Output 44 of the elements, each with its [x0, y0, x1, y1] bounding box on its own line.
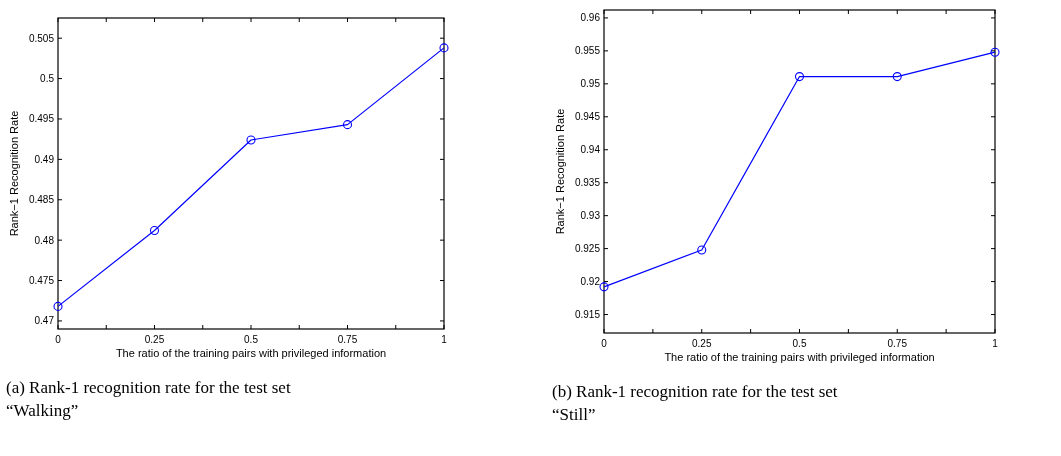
point	[794, 72, 805, 82]
y-tick-label: 0.94	[580, 144, 601, 156]
point	[990, 47, 1000, 57]
y-tick-label: 0.96	[580, 12, 601, 24]
x-tick-label: 0.75	[887, 338, 908, 349]
y-tick-label: 0.95	[580, 78, 601, 90]
y-axis-title: Rank−1 Recognition Rate	[554, 108, 566, 235]
x-tick-label: 0.25	[144, 334, 165, 345]
y-tick-label: 0.945	[574, 111, 601, 123]
y-tick-label: 0.5	[40, 73, 55, 85]
text: (b) Rank-1 recognition rate for the test set “Still”	[552, 382, 838, 424]
x-tick-label: 0	[55, 334, 62, 345]
x-tick-label: 0	[601, 338, 608, 349]
y-tick-label: 0.925	[574, 243, 601, 255]
x-tick-label: 1	[441, 334, 448, 345]
y-tick-label: 0.915	[574, 309, 601, 321]
point	[246, 135, 256, 145]
x-tick-label: 0.75	[337, 334, 358, 345]
point	[892, 72, 902, 82]
x-tick-label: 0.25	[692, 338, 712, 349]
point	[439, 43, 449, 53]
y-tick-label: 0.93	[580, 210, 601, 222]
x-axis-title: The ratio of the training pairs with privileged information	[664, 351, 935, 363]
x-tick-label: 1	[992, 338, 999, 349]
x-tick-label: 0.5	[792, 338, 807, 349]
point	[53, 301, 63, 311]
point	[149, 225, 160, 235]
y-tick-label: 0.495	[28, 113, 55, 125]
y-tick-label: 0.505	[28, 32, 55, 44]
x-axis-title: The ratio of the training pairs with privileged information	[115, 347, 387, 359]
x-tick-label: 0.5	[244, 334, 259, 345]
text: (a) Rank-1 recognition rate for the test set “Walking”	[6, 378, 291, 420]
y-axis-title: Rank−1 Recognition Rate	[8, 110, 20, 237]
y-tick-label: 0.92	[580, 276, 601, 288]
point	[697, 245, 707, 255]
point	[342, 120, 353, 130]
y-tick-label: 0.935	[574, 177, 601, 189]
y-tick-label: 0.49	[34, 153, 55, 165]
point	[599, 282, 609, 292]
y-tick-label: 0.485	[28, 194, 55, 206]
y-tick-label: 0.48	[34, 234, 55, 246]
y-tick-label: 0.475	[28, 275, 55, 287]
y-tick-label: 0.47	[34, 315, 55, 327]
y-tick-label: 0.955	[574, 45, 601, 57]
